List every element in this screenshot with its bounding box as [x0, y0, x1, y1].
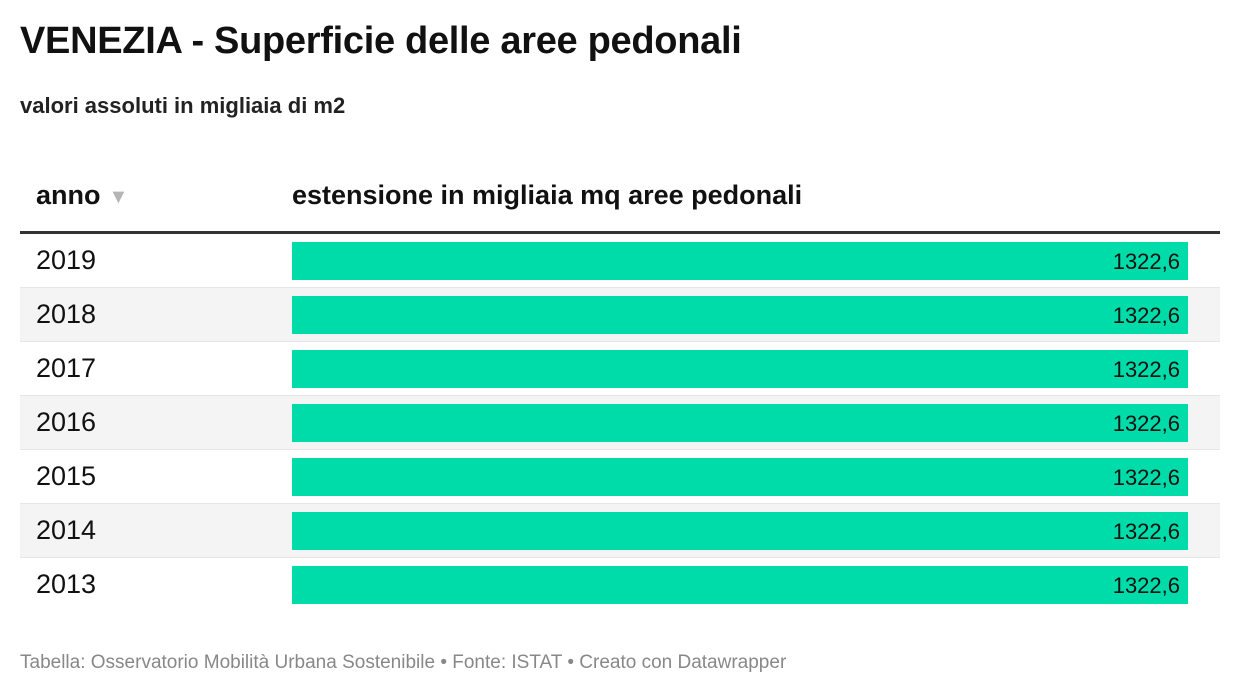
- value-bar: 1322,6: [292, 296, 1188, 334]
- table-row: 2017 1322,6: [20, 342, 1220, 396]
- bar-value-label: 1322,6: [1112, 573, 1180, 598]
- table-body: 2019 1322,6 2018 1322,6 2017 1322,6 2016 1322,6…: [20, 234, 1220, 612]
- year-cell: 2019: [36, 245, 97, 275]
- value-bar: 1322,6: [292, 350, 1188, 388]
- chart-title: VENEZIA - Superficie delle aree pedonali: [20, 20, 742, 62]
- year-cell: 2014: [36, 515, 97, 545]
- column-header-year-label: anno: [36, 180, 101, 210]
- value-bar: 1322,6: [292, 242, 1188, 280]
- bar-value-label: 1322,6: [1112, 249, 1180, 274]
- table-row: 2015 1322,6: [20, 450, 1220, 504]
- bar-cell: 1322,6: [292, 512, 1188, 550]
- chart-footer: Tabella: Osservatorio Mobilità Urbana So…: [20, 652, 787, 673]
- bar-cell: 1322,6: [292, 350, 1188, 388]
- bar-cell: 1322,6: [292, 296, 1188, 334]
- table-row: 2018 1322,6: [20, 288, 1220, 342]
- bar-cell: 1322,6: [292, 458, 1188, 496]
- table-row: 2013 1322,6: [20, 558, 1220, 612]
- bar-value-label: 1322,6: [1112, 519, 1180, 544]
- year-cell: 2013: [36, 569, 97, 599]
- bar-value-label: 1322,6: [1112, 411, 1180, 436]
- chart-subtitle: valori assoluti in migliaia di m2: [20, 93, 346, 118]
- data-table: anno ▼ estensione in migliaia mq aree ped…: [20, 160, 1220, 612]
- table-row: 2019 1322,6: [20, 234, 1220, 288]
- column-header-year[interactable]: anno ▼: [36, 180, 128, 211]
- bar-value-label: 1322,6: [1112, 357, 1180, 382]
- year-cell: 2017: [36, 353, 97, 383]
- bar-cell: 1322,6: [292, 404, 1188, 442]
- year-cell: 2015: [36, 461, 97, 491]
- year-cell: 2018: [36, 299, 97, 329]
- bar-value-label: 1322,6: [1112, 465, 1180, 490]
- column-header-value: estensione in migliaia mq aree pedonali: [292, 180, 803, 210]
- value-bar: 1322,6: [292, 566, 1188, 604]
- value-bar: 1322,6: [292, 404, 1188, 442]
- bar-cell: 1322,6: [292, 566, 1188, 604]
- table-header: anno ▼ estensione in migliaia mq aree ped…: [20, 160, 1220, 234]
- value-bar: 1322,6: [292, 512, 1188, 550]
- table-row: 2016 1322,6: [20, 396, 1220, 450]
- sort-descending-icon: ▼: [108, 186, 129, 208]
- value-bar: 1322,6: [292, 458, 1188, 496]
- year-cell: 2016: [36, 407, 97, 437]
- bar-cell: 1322,6: [292, 242, 1188, 280]
- bar-value-label: 1322,6: [1112, 303, 1180, 328]
- table-row: 2014 1322,6: [20, 504, 1220, 558]
